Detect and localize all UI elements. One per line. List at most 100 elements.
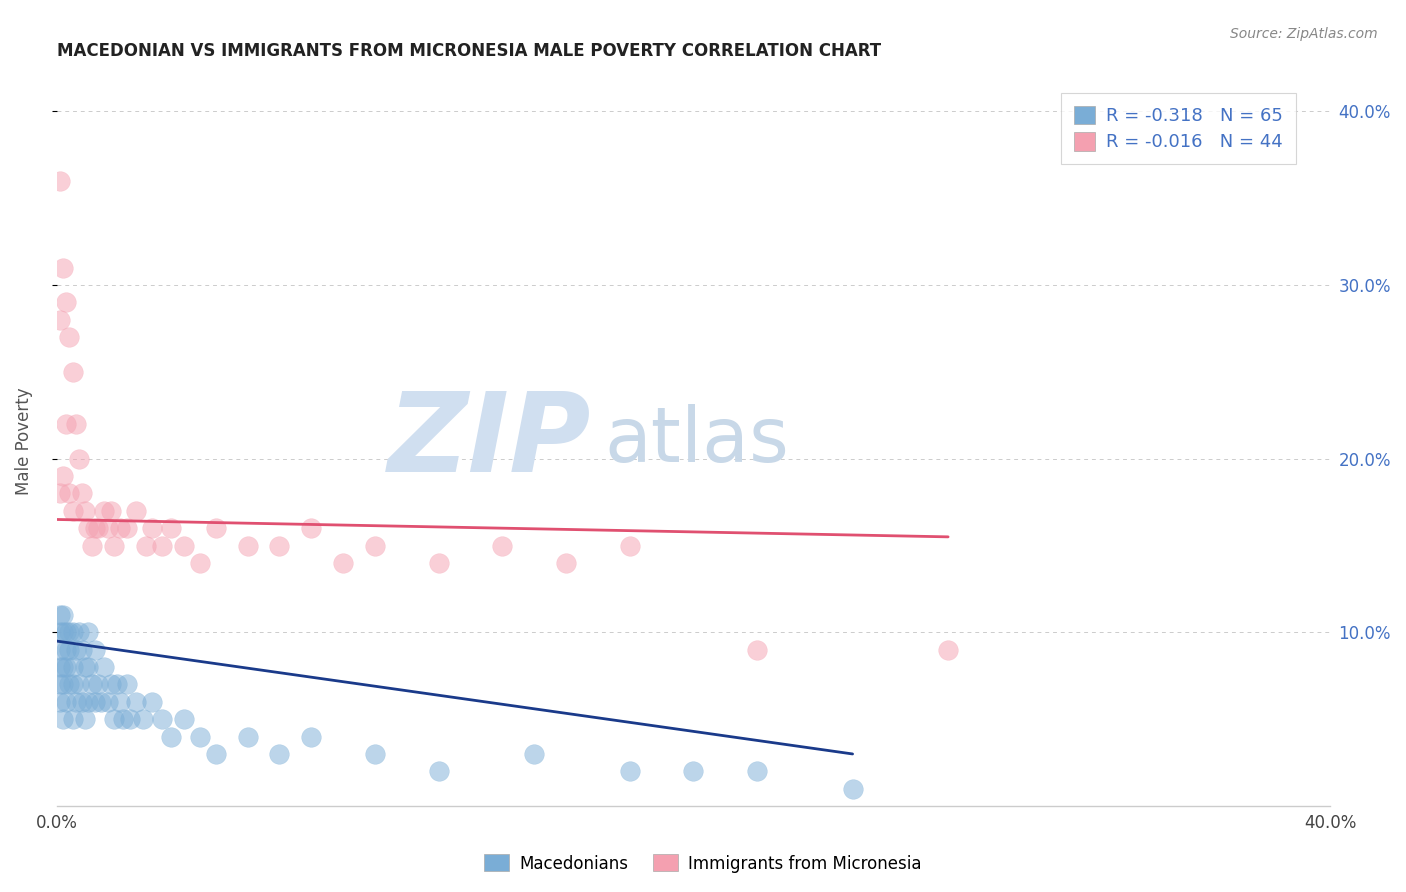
Point: [96, 521, 118, 535]
Point: [62, 625, 84, 640]
Point: [52, 607, 75, 622]
Point: [491, 539, 513, 553]
Point: [87, 521, 110, 535]
Point: [173, 539, 195, 553]
Point: [62, 712, 84, 726]
Point: [58, 486, 80, 500]
Point: [62, 660, 84, 674]
Point: [100, 504, 122, 518]
Point: [204, 747, 226, 761]
Point: [160, 730, 183, 744]
Point: [62, 365, 84, 379]
Point: [125, 504, 148, 518]
Point: [83, 695, 105, 709]
Point: [52, 469, 75, 483]
Point: [93, 504, 115, 518]
Point: [67, 625, 90, 640]
Point: [83, 642, 105, 657]
Point: [83, 521, 105, 535]
Point: [188, 730, 211, 744]
Point: [112, 712, 135, 726]
Point: [188, 556, 211, 570]
Point: [619, 539, 641, 553]
Point: [49, 607, 72, 622]
Point: [77, 521, 100, 535]
Point: [125, 695, 148, 709]
Point: [58, 677, 80, 691]
Point: [58, 330, 80, 344]
Point: [364, 539, 387, 553]
Point: [65, 417, 87, 431]
Point: [49, 625, 72, 640]
Text: ZIP: ZIP: [388, 388, 592, 495]
Point: [555, 556, 578, 570]
Point: [49, 660, 72, 674]
Point: [52, 625, 75, 640]
Point: [96, 695, 118, 709]
Point: [332, 556, 354, 570]
Point: [70, 486, 93, 500]
Point: [131, 712, 153, 726]
Point: [103, 539, 125, 553]
Point: [62, 504, 84, 518]
Point: [87, 677, 110, 691]
Point: [77, 695, 100, 709]
Point: [173, 712, 195, 726]
Point: [52, 677, 75, 691]
Text: MACEDONIAN VS IMMIGRANTS FROM MICRONESIA MALE POVERTY CORRELATION CHART: MACEDONIAN VS IMMIGRANTS FROM MICRONESIA…: [56, 42, 880, 60]
Point: [110, 521, 132, 535]
Point: [49, 677, 72, 691]
Point: [160, 521, 183, 535]
Point: [80, 539, 103, 553]
Point: [269, 539, 291, 553]
Point: [55, 417, 77, 431]
Point: [49, 174, 72, 188]
Point: [141, 521, 163, 535]
Point: [269, 747, 291, 761]
Point: [110, 695, 132, 709]
Point: [105, 677, 128, 691]
Text: atlas: atlas: [605, 404, 789, 478]
Point: [745, 764, 768, 779]
Y-axis label: Male Poverty: Male Poverty: [15, 387, 32, 495]
Point: [299, 521, 322, 535]
Point: [135, 539, 157, 553]
Point: [118, 712, 141, 726]
Point: [80, 677, 103, 691]
Point: [77, 625, 100, 640]
Point: [841, 781, 863, 796]
Point: [427, 556, 450, 570]
Point: [93, 660, 115, 674]
Point: [427, 764, 450, 779]
Point: [52, 660, 75, 674]
Point: [52, 260, 75, 275]
Point: [236, 539, 259, 553]
Point: [55, 625, 77, 640]
Point: [70, 695, 93, 709]
Point: [77, 660, 100, 674]
Point: [523, 747, 546, 761]
Point: [67, 677, 90, 691]
Point: [236, 730, 259, 744]
Point: [936, 642, 959, 657]
Point: [364, 747, 387, 761]
Point: [745, 642, 768, 657]
Point: [55, 642, 77, 657]
Point: [299, 730, 322, 744]
Point: [55, 660, 77, 674]
Point: [150, 712, 173, 726]
Point: [100, 677, 122, 691]
Point: [65, 642, 87, 657]
Point: [52, 712, 75, 726]
Point: [115, 677, 138, 691]
Point: [49, 695, 72, 709]
Point: [58, 625, 80, 640]
Point: [90, 695, 112, 709]
Point: [141, 695, 163, 709]
Point: [49, 312, 72, 326]
Point: [619, 764, 641, 779]
Point: [55, 695, 77, 709]
Point: [70, 642, 93, 657]
Point: [58, 642, 80, 657]
Point: [49, 486, 72, 500]
